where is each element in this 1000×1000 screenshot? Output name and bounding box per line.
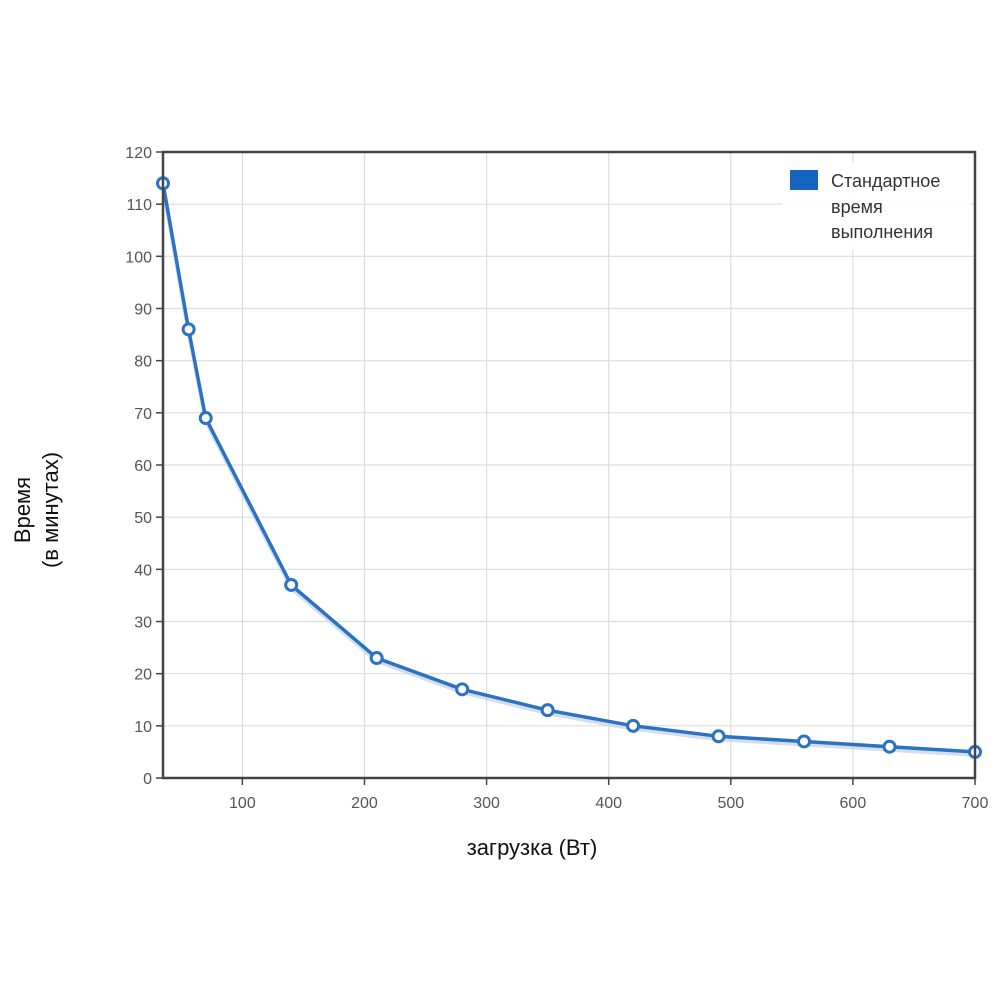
data-point-0-1 [181, 322, 196, 337]
legend-label-line-3: выполнения [831, 222, 933, 242]
series-layer [156, 176, 982, 759]
y-tick-label-110: 110 [126, 197, 152, 214]
x-tick-label-300: 300 [473, 795, 500, 812]
y-tick-label-20: 20 [134, 667, 152, 684]
y-tick-label-70: 70 [134, 406, 152, 423]
legend: Стандартное время выполнения [782, 162, 970, 250]
y-axis-ticks: 0 10 20 30 40 50 60 70 80 90 100 110 120 [125, 145, 163, 788]
x-tick-label-700: 700 [962, 795, 989, 812]
data-point-0-8 [711, 729, 726, 744]
x-tick-label-500: 500 [717, 795, 744, 812]
x-tick-label-200: 200 [351, 795, 378, 812]
y-axis-title: Время (в минутах) [10, 452, 63, 568]
y-tick-label-0: 0 [143, 771, 152, 788]
data-point-0-10 [882, 739, 897, 754]
x-axis-ticks: 100 200 300 400 500 600 700 [229, 778, 988, 812]
legend-label-line-2: время [831, 197, 883, 217]
y-tick-label-60: 60 [134, 458, 152, 475]
y-tick-label-50: 50 [134, 510, 152, 527]
x-axis-title: загрузка (Вт) [467, 835, 598, 860]
y-axis-title-line-2: (в минутах) [38, 452, 63, 568]
data-point-0-3 [284, 577, 299, 592]
y-tick-label-40: 40 [134, 562, 152, 579]
x-tick-label-400: 400 [595, 795, 622, 812]
y-axis-title-line-1: Время [10, 477, 35, 543]
legend-swatch [790, 170, 818, 190]
series-line-0 [161, 181, 977, 754]
legend-label-line-1: Стандартное [831, 171, 940, 191]
y-tick-label-10: 10 [134, 719, 152, 736]
x-tick-label-600: 600 [840, 795, 867, 812]
y-tick-label-90: 90 [134, 302, 152, 319]
data-point-0-4 [369, 651, 384, 666]
y-tick-label-80: 80 [134, 354, 152, 371]
y-tick-label-30: 30 [134, 615, 152, 632]
data-point-0-9 [797, 734, 812, 749]
y-tick-label-120: 120 [125, 145, 152, 162]
y-tick-label-100: 100 [125, 249, 152, 266]
data-point-0-5 [455, 682, 470, 697]
data-point-0-6 [540, 703, 555, 718]
data-point-0-7 [626, 718, 641, 733]
x-tick-label-100: 100 [229, 795, 256, 812]
plot-frame [161, 150, 977, 780]
data-point-0-2 [198, 411, 213, 426]
